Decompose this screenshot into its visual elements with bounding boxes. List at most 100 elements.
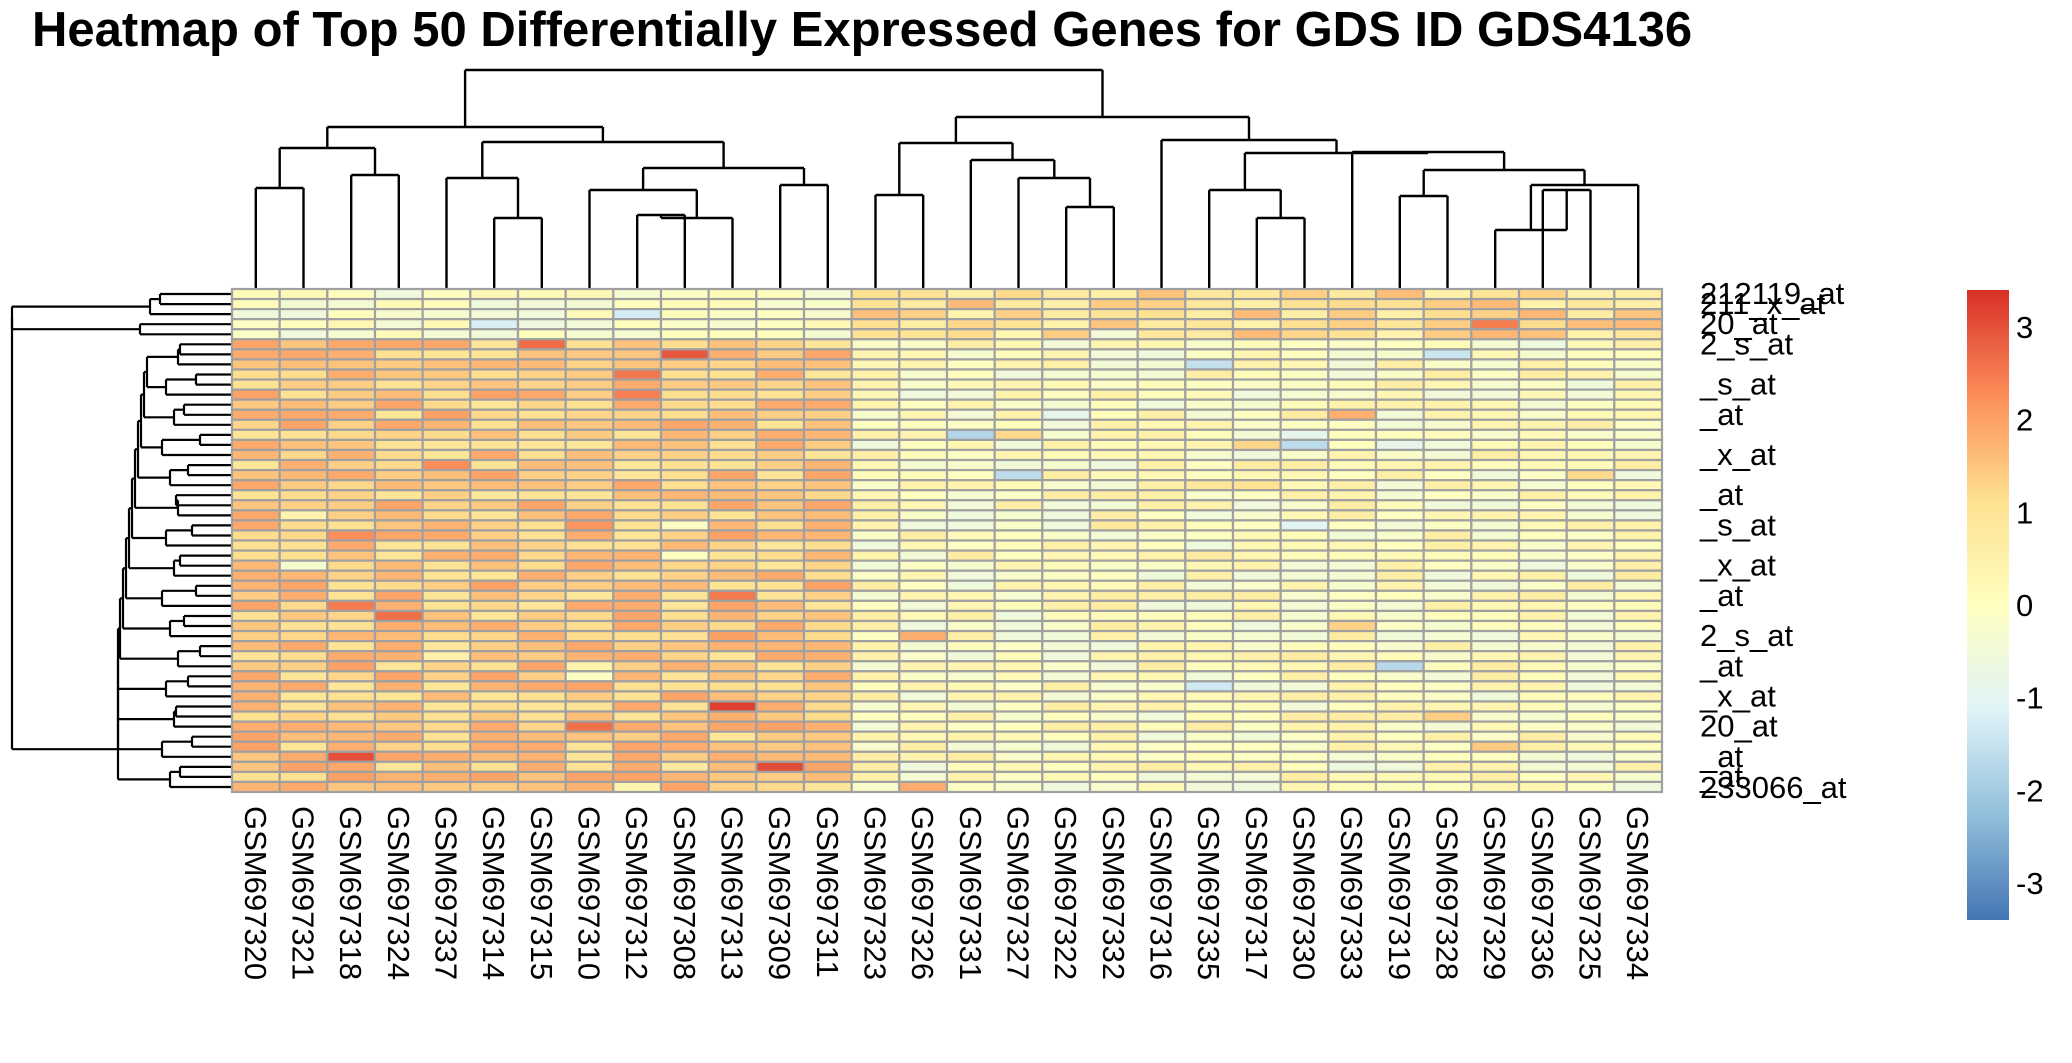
- heatmap-cell: [850, 770, 901, 784]
- heatmap-cell: [1374, 639, 1425, 653]
- heatmap-cell: [1327, 770, 1378, 784]
- heatmap-cell: [326, 468, 377, 482]
- heatmap-cell: [230, 770, 281, 784]
- heatmap-cell: [1136, 308, 1187, 321]
- heatmap-cell: [1470, 619, 1521, 633]
- heatmap-cell: [993, 629, 1044, 643]
- heatmap-cell: [945, 388, 996, 401]
- heatmap-cell: [945, 378, 996, 391]
- heatmap-cell: [755, 368, 806, 381]
- heatmap-cell: [1184, 579, 1235, 592]
- heatmap-cell: [1184, 458, 1235, 472]
- heatmap-cell: [1136, 297, 1187, 311]
- column-label: GSM697333: [1334, 806, 1369, 980]
- heatmap-cell: [802, 619, 853, 633]
- heatmap-cell: [421, 559, 472, 572]
- heatmap-cell: [1613, 287, 1664, 301]
- heatmap-cell: [1613, 328, 1664, 341]
- heatmap-cell: [1470, 760, 1521, 773]
- heatmap-cell: [1517, 639, 1568, 653]
- heatmap-cell: [278, 338, 329, 351]
- heatmap-cell: [230, 740, 281, 753]
- heatmap-cell: [516, 650, 567, 663]
- heatmap-cell: [993, 287, 1044, 301]
- heatmap-cell: [1565, 680, 1616, 693]
- heatmap-cell: [326, 599, 377, 613]
- heatmap-cell: [469, 589, 520, 602]
- heatmap-cell: [469, 519, 520, 532]
- heatmap-cell: [850, 368, 901, 381]
- heatmap-cell: [993, 338, 1044, 351]
- heatmap-cell: [421, 539, 472, 552]
- heatmap-cell: [1184, 680, 1235, 693]
- heatmap-cells: [230, 287, 1664, 794]
- heatmap-cell: [230, 438, 281, 452]
- heatmap-cell: [1088, 680, 1139, 693]
- heatmap-cell: [1422, 730, 1473, 743]
- heatmap-cell: [1565, 428, 1616, 441]
- heatmap-cell: [1184, 499, 1235, 512]
- heatmap-cell: [612, 519, 663, 532]
- heatmap-cell: [1422, 448, 1473, 462]
- column-label: GSM697329: [1477, 806, 1512, 980]
- heatmap-cell: [1184, 599, 1235, 613]
- heatmap-cell: [1136, 408, 1187, 421]
- heatmap-cell: [659, 539, 710, 552]
- heatmap-cell: [230, 750, 281, 763]
- heatmap-cell: [1374, 428, 1425, 441]
- heatmap-cell: [1088, 730, 1139, 743]
- heatmap-cell: [230, 398, 281, 411]
- heatmap-cell: [1041, 408, 1092, 421]
- heatmap-cell: [1184, 700, 1235, 713]
- heatmap-cell: [326, 287, 377, 301]
- heatmap-cell: [1231, 740, 1282, 753]
- heatmap-cell: [612, 639, 663, 653]
- heatmap-cell: [1231, 720, 1282, 733]
- heatmap-cell: [1088, 750, 1139, 763]
- heatmap-cell: [1041, 780, 1092, 794]
- heatmap-cell: [421, 519, 472, 532]
- heatmap-cell: [1231, 760, 1282, 773]
- heatmap-cell: [659, 599, 710, 613]
- heatmap-cell: [1374, 549, 1425, 562]
- heatmap-cell: [1613, 519, 1664, 532]
- heatmap-cell: [659, 629, 710, 643]
- heatmap-cell: [1231, 579, 1282, 592]
- heatmap-cell: [850, 710, 901, 723]
- heatmap-cell: [993, 639, 1044, 653]
- heatmap-cell: [1517, 770, 1568, 784]
- heatmap-cell: [1470, 358, 1521, 371]
- heatmap-cell: [1088, 458, 1139, 472]
- column-label: GSM697326: [905, 806, 940, 980]
- heatmap-cell: [898, 589, 949, 602]
- heatmap-cell: [659, 428, 710, 441]
- heatmap-cell: [945, 489, 996, 502]
- heatmap-cell: [802, 680, 853, 693]
- heatmap-cell: [421, 338, 472, 351]
- heatmap-cell: [659, 549, 710, 562]
- heatmap-cell: [1374, 609, 1425, 623]
- heatmap-cell: [326, 519, 377, 532]
- heatmap-cell: [326, 609, 377, 623]
- heatmap-cell: [469, 650, 520, 663]
- heatmap-cell: [278, 579, 329, 592]
- heatmap-cell: [755, 438, 806, 452]
- heatmap-cell: [898, 599, 949, 613]
- heatmap-cell: [755, 700, 806, 713]
- heatmap-cell: [1088, 308, 1139, 321]
- heatmap-cell: [326, 589, 377, 602]
- heatmap-cell: [802, 660, 853, 673]
- heatmap-cell: [1231, 318, 1282, 331]
- heatmap-cell: [1041, 348, 1092, 361]
- heatmap-cell: [1231, 499, 1282, 512]
- heatmap-cell: [469, 287, 520, 301]
- column-label: GSM697312: [619, 806, 654, 980]
- heatmap-cell: [1279, 428, 1330, 441]
- heatmap-cell: [945, 358, 996, 371]
- heatmap-cell: [707, 710, 758, 723]
- heatmap-cell: [659, 468, 710, 482]
- heatmap-cell: [373, 287, 424, 301]
- heatmap-cell: [707, 720, 758, 733]
